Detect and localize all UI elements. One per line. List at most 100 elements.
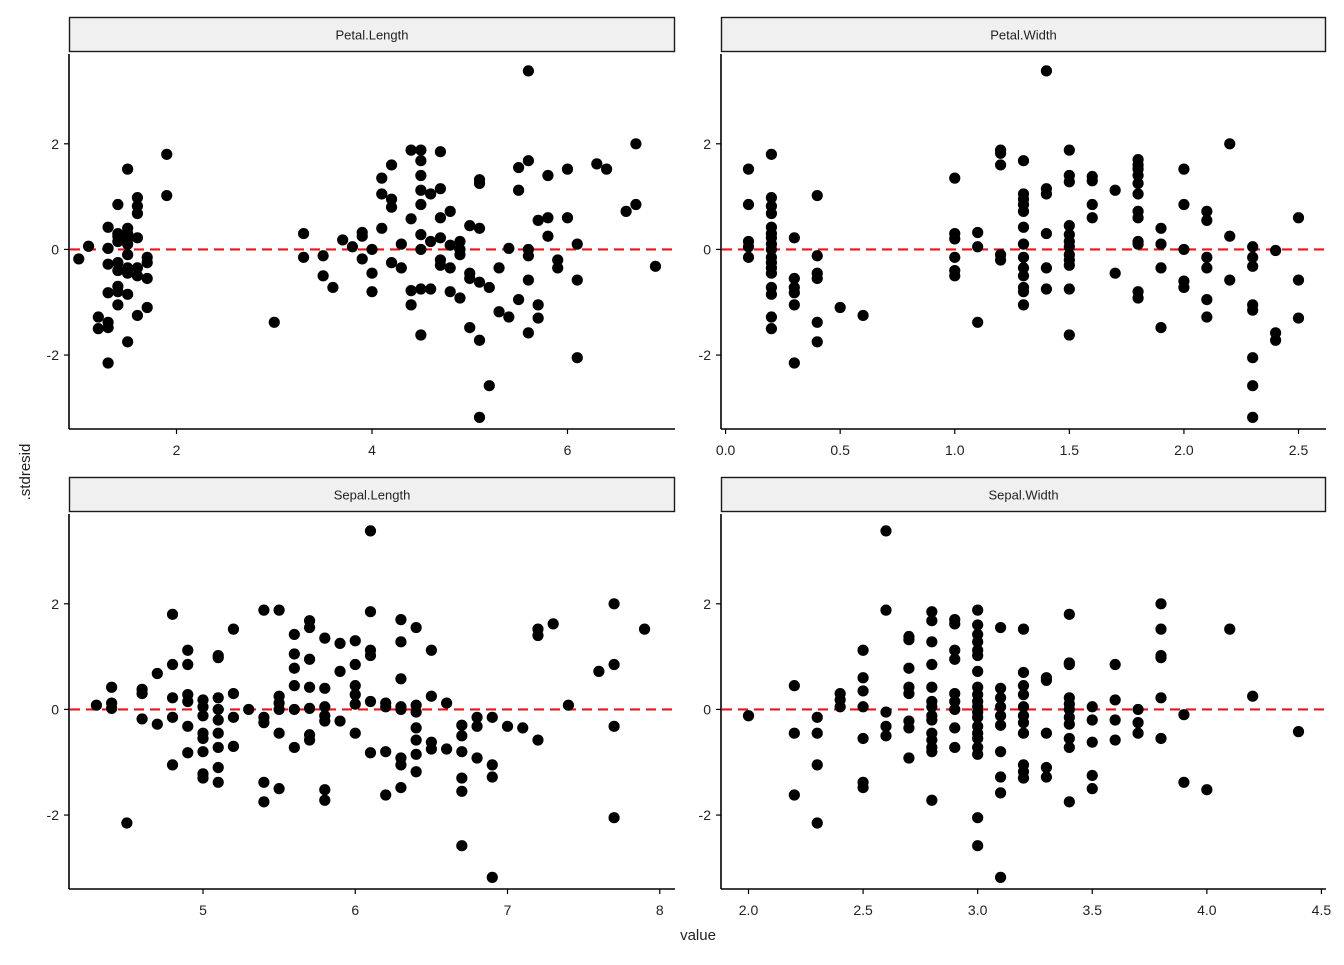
data-point xyxy=(317,250,329,262)
data-point xyxy=(212,649,224,662)
data-point xyxy=(319,794,331,806)
y-tick-label: 0 xyxy=(703,241,711,257)
data-point xyxy=(834,301,846,314)
data-point xyxy=(1201,205,1213,217)
data-point xyxy=(1292,212,1305,224)
data-point xyxy=(212,714,224,726)
data-point xyxy=(926,727,938,739)
data-point xyxy=(1109,694,1121,706)
data-point xyxy=(1132,177,1144,190)
data-point xyxy=(464,267,476,279)
data-point xyxy=(425,283,437,295)
data-point xyxy=(994,701,1007,713)
data-point xyxy=(972,741,984,754)
data-point xyxy=(473,174,486,186)
data-point xyxy=(994,710,1007,722)
data-point xyxy=(102,258,114,270)
data-point xyxy=(1086,212,1098,224)
data-point xyxy=(425,644,437,656)
data-point xyxy=(131,200,144,212)
data-point xyxy=(415,155,427,167)
data-point xyxy=(926,794,938,806)
data-point xyxy=(811,727,823,739)
data-point xyxy=(319,701,331,713)
data-point xyxy=(1155,623,1167,635)
data-point xyxy=(258,796,270,808)
data-point xyxy=(473,411,486,423)
data-point xyxy=(630,198,642,211)
data-point xyxy=(765,251,778,263)
data-point xyxy=(405,299,417,311)
facet-strip xyxy=(720,476,1327,513)
data-point xyxy=(483,281,495,294)
data-point xyxy=(122,222,134,234)
data-point xyxy=(608,720,620,732)
data-point xyxy=(395,238,407,250)
data-point xyxy=(303,729,316,741)
x-tick-label: 3.0 xyxy=(968,902,988,918)
facet-panel-petal-length: Petal.Length -2 0 2 2 4 6 xyxy=(47,16,676,458)
data-point xyxy=(434,212,447,224)
data-point xyxy=(926,710,938,722)
data-point xyxy=(788,272,800,285)
data-point xyxy=(1040,283,1053,295)
data-point xyxy=(591,158,603,170)
data-point xyxy=(1247,251,1259,263)
data-point xyxy=(522,243,534,256)
data-point xyxy=(593,665,605,677)
data-point xyxy=(1017,689,1030,701)
data-point xyxy=(742,251,755,263)
data-point xyxy=(356,253,368,265)
data-point xyxy=(486,871,498,883)
data-point xyxy=(788,281,800,294)
data-point xyxy=(972,241,984,253)
data-point xyxy=(1063,220,1075,232)
y-tick-label: 2 xyxy=(703,136,711,152)
data-point xyxy=(1247,690,1259,702)
data-point xyxy=(410,699,422,711)
data-point xyxy=(926,636,938,648)
data-point xyxy=(1132,188,1144,200)
data-point xyxy=(522,274,534,286)
data-point xyxy=(571,352,583,364)
data-point xyxy=(197,768,209,780)
data-point xyxy=(131,309,144,322)
data-point xyxy=(425,188,437,200)
data-point xyxy=(1132,717,1144,729)
data-point xyxy=(1063,608,1075,620)
data-point xyxy=(1155,222,1167,234)
data-point xyxy=(317,270,329,282)
data-point xyxy=(949,695,961,708)
data-point xyxy=(630,138,642,150)
y-tick-label: 2 xyxy=(51,596,59,612)
data-point xyxy=(197,746,209,758)
data-point xyxy=(380,697,392,709)
data-point xyxy=(811,759,823,771)
data-point xyxy=(765,192,778,204)
data-point xyxy=(857,672,869,684)
data-point xyxy=(1017,666,1030,679)
data-point xyxy=(366,286,378,298)
data-point xyxy=(161,148,173,160)
data-point xyxy=(444,262,456,274)
data-point xyxy=(880,706,892,718)
data-point xyxy=(1109,734,1121,746)
data-point xyxy=(1292,312,1305,324)
data-point xyxy=(356,226,368,239)
data-point xyxy=(258,776,270,788)
data-point xyxy=(503,242,515,254)
data-point xyxy=(303,653,316,665)
data-point xyxy=(415,329,427,341)
data-point xyxy=(972,812,984,824)
data-point xyxy=(121,817,133,829)
data-point xyxy=(319,710,331,722)
data-point xyxy=(788,680,800,692)
data-point xyxy=(542,169,554,182)
data-point xyxy=(788,232,800,244)
data-point xyxy=(456,746,468,758)
data-point xyxy=(834,687,846,700)
x-tick-label: 1.0 xyxy=(945,442,965,458)
data-point xyxy=(1086,198,1098,211)
facet-panel-petal-width: Petal.Width -2 0 2 0.0 0.5 1.0 1.5 2.0 2.5 xyxy=(699,16,1327,458)
